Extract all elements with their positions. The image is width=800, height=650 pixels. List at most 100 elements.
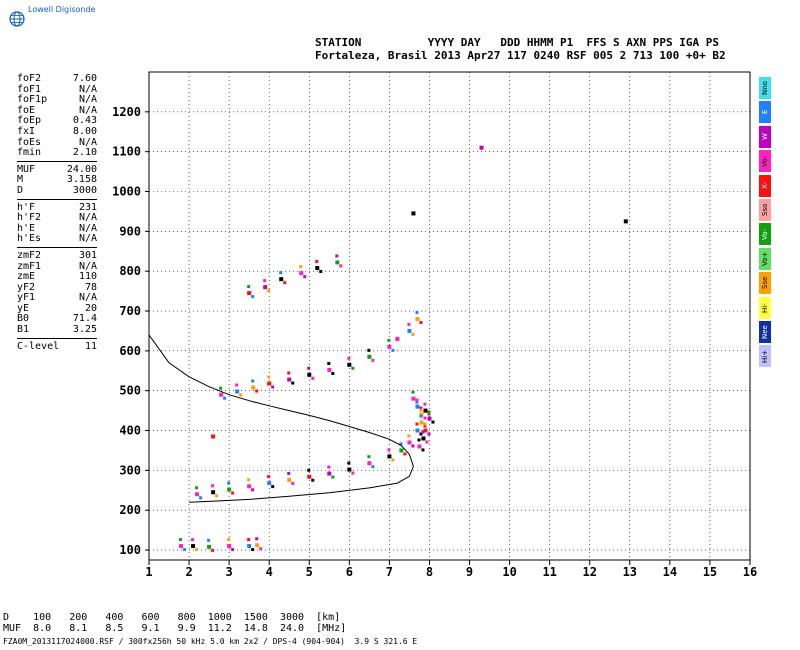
echo-point bbox=[427, 410, 431, 414]
echo-point bbox=[227, 487, 232, 492]
param-value: N/A bbox=[78, 83, 97, 95]
param-value: N/A bbox=[78, 136, 97, 148]
legend-label: Hi- bbox=[761, 302, 769, 313]
header-line-2: Fortaleza, Brasil 2013 Apr27 117 0240 RS… bbox=[315, 49, 726, 62]
echo-point bbox=[251, 488, 255, 492]
echo-point bbox=[367, 455, 371, 459]
param-value: N/A bbox=[78, 260, 97, 272]
y-tick-label: 400 bbox=[119, 424, 141, 438]
echo-point bbox=[347, 461, 351, 465]
x-tick-label: 7 bbox=[386, 565, 393, 579]
echo-point bbox=[387, 338, 391, 342]
param-value: N/A bbox=[78, 104, 97, 116]
legend-label: Hi+ bbox=[761, 349, 769, 363]
param-label: foEp bbox=[17, 115, 42, 127]
param-row: foF1 N/A bbox=[17, 83, 97, 96]
param-value: N/A bbox=[78, 233, 97, 245]
legend-item: Nno bbox=[759, 77, 771, 99]
echo-point bbox=[395, 336, 400, 341]
echo-point bbox=[407, 434, 411, 438]
echo-point bbox=[239, 393, 243, 397]
echo-point bbox=[391, 458, 395, 462]
echo-point bbox=[425, 440, 429, 444]
echo-point bbox=[367, 461, 372, 466]
echo-point bbox=[421, 430, 425, 434]
param-row: C-level 11 bbox=[17, 340, 97, 353]
param-row: D 3000 bbox=[17, 185, 97, 197]
true-height-profile-line bbox=[148, 334, 414, 503]
axis-layer: 1 2 3 4 5 6 7 8 9 10 11 12 13 14 15 1610020030040050060… bbox=[112, 71, 757, 579]
echo-point bbox=[207, 538, 211, 542]
x-tick-label: 14 bbox=[663, 565, 677, 579]
echo-point bbox=[423, 422, 427, 426]
echo-point bbox=[431, 420, 435, 424]
echo-point bbox=[307, 366, 311, 370]
legend-label: Vo+ bbox=[761, 251, 769, 266]
echo-point bbox=[247, 478, 251, 482]
echo-point bbox=[299, 271, 304, 276]
muf-table-muf-row: MUF 8.0 8.1 8.5 9.1 9.9 11.2 14.8 24.0 [… bbox=[3, 623, 347, 634]
legend-item: Vo- bbox=[759, 150, 771, 173]
param-value: 301 bbox=[78, 249, 97, 261]
echo-point bbox=[215, 494, 219, 498]
param-row: foE N/A bbox=[17, 104, 97, 117]
echo-point bbox=[421, 436, 426, 441]
echo-point bbox=[271, 385, 275, 389]
legend-item: Hi+ bbox=[759, 345, 771, 368]
y-tick-label: 1200 bbox=[112, 105, 141, 119]
echo-point bbox=[247, 285, 251, 289]
echo-point bbox=[411, 332, 415, 336]
x-tick-label: 10 bbox=[502, 565, 516, 579]
echo-point bbox=[419, 432, 423, 436]
param-row: fmin 2.10 bbox=[17, 148, 97, 159]
echo-point bbox=[411, 444, 415, 448]
param-value: N/A bbox=[78, 212, 97, 224]
echo-point bbox=[183, 548, 187, 552]
echo-point bbox=[407, 328, 412, 333]
echo-point bbox=[419, 320, 423, 324]
echo-point bbox=[267, 375, 271, 379]
param-label: C-level bbox=[17, 340, 60, 352]
echo-point bbox=[251, 295, 255, 299]
legend-label: E bbox=[761, 110, 769, 115]
echo-point bbox=[421, 448, 425, 452]
echo-point bbox=[247, 484, 252, 489]
param-label: zmE bbox=[17, 271, 36, 283]
x-tick-label: 5 bbox=[306, 565, 313, 579]
echo-point bbox=[423, 416, 427, 420]
echo-point bbox=[411, 390, 415, 394]
grid-layer bbox=[149, 72, 750, 560]
param-label: foF1p bbox=[17, 94, 48, 106]
echo-point bbox=[419, 414, 423, 418]
x-tick-label: 8 bbox=[426, 565, 433, 579]
param-value: 110 bbox=[78, 271, 97, 283]
header-line-1: STATION YYYY DAY DDD HHMM P1 FFS S AXN P… bbox=[315, 36, 719, 49]
echo-point bbox=[419, 406, 423, 410]
echo-point bbox=[387, 448, 391, 452]
x-tick-label: 11 bbox=[542, 565, 556, 579]
echo-point bbox=[331, 371, 335, 375]
param-row: MUF 24.00 bbox=[17, 164, 97, 176]
echo-point bbox=[287, 377, 292, 382]
echo-point bbox=[267, 289, 271, 293]
echo-point bbox=[423, 424, 427, 428]
echo-point bbox=[403, 452, 407, 456]
echo-point bbox=[427, 416, 432, 421]
echo-point bbox=[399, 448, 404, 453]
param-value: 78 bbox=[84, 281, 97, 293]
x-tick-label: 3 bbox=[226, 565, 233, 579]
x-tick-label: 1 bbox=[145, 565, 152, 579]
param-label: zmF2 bbox=[17, 249, 42, 261]
echo-point bbox=[347, 467, 352, 472]
param-value: N/A bbox=[78, 94, 97, 106]
muf-table-distance-row: D 100 200 400 600 800 1000 1500 3000 [km… bbox=[3, 612, 341, 623]
param-value: 8.00 bbox=[72, 125, 97, 137]
param-label: yE bbox=[17, 302, 30, 314]
param-value: 71.4 bbox=[72, 313, 97, 325]
echo-point bbox=[271, 485, 275, 489]
param-label: fxI bbox=[17, 125, 36, 137]
echo-point bbox=[227, 538, 231, 542]
param-value: 3.25 bbox=[72, 324, 97, 336]
y-tick-label: 1100 bbox=[112, 145, 141, 159]
lowell-logo: Lowell Digisonde bbox=[8, 3, 108, 29]
